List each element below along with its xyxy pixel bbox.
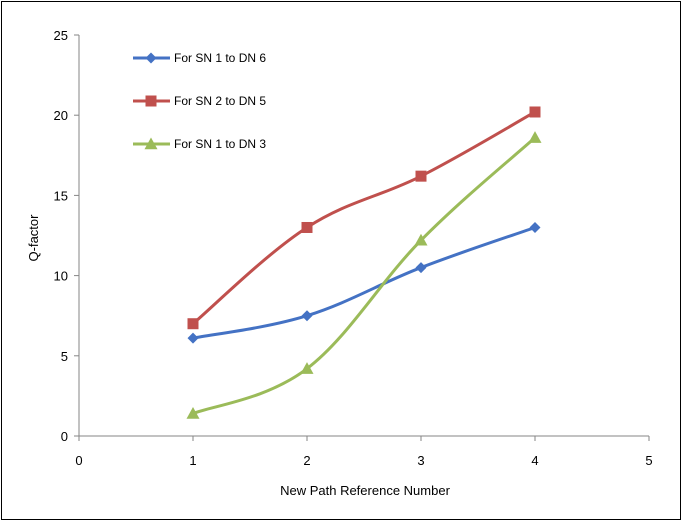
series-line: [192, 110, 536, 325]
x-tick-label: 2: [303, 453, 310, 468]
y-tick-label: 5: [61, 349, 68, 364]
legend-label: For SN 1 to DN 3: [174, 137, 266, 151]
series-line: [192, 226, 536, 340]
legend-marker: [144, 137, 158, 150]
legend-marker: [145, 52, 157, 64]
x-tick-label: 3: [417, 453, 424, 468]
x-axis-title: New Path Reference Number: [280, 483, 450, 498]
legend-entry: For SN 1 to DN 6: [133, 51, 266, 65]
legend-marker: [145, 95, 157, 107]
series-3: [186, 131, 542, 419]
data-point: [187, 318, 199, 330]
legend-label: For SN 2 to DN 5: [174, 94, 266, 108]
x-tick-label: 1: [189, 453, 196, 468]
y-tick-label: 0: [61, 429, 68, 444]
data-point: [300, 362, 314, 374]
y-tick-label: 15: [54, 188, 68, 203]
data-point: [529, 106, 541, 118]
data-point: [301, 310, 313, 322]
legend: For SN 1 to DN 6 For SN 2 to DN 5 For SN 1…: [133, 51, 266, 151]
ticks: 0 5 10 15 20 25 0 1 2 3 4 5: [54, 28, 653, 468]
legend-entry: For SN 2 to DN 5: [133, 94, 266, 108]
data-point: [415, 262, 427, 274]
y-tick-label: 25: [54, 28, 68, 43]
data-point: [529, 221, 541, 233]
y-axis-title: Q-factor: [26, 214, 41, 262]
x-tick-label: 4: [531, 453, 538, 468]
series-line: [192, 136, 537, 415]
data-point: [415, 170, 427, 182]
data-point: [187, 332, 199, 344]
series-1: [187, 221, 541, 344]
data-point: [186, 407, 200, 419]
data-point: [301, 221, 313, 233]
data-point: [414, 233, 428, 246]
series-layer: [186, 106, 542, 419]
series-2: [187, 106, 541, 330]
data-point: [528, 131, 542, 143]
legend-label: For SN 1 to DN 6: [174, 51, 266, 65]
legend-entry: For SN 1 to DN 3: [133, 137, 266, 151]
x-tick-label: 5: [645, 453, 652, 468]
axes: [78, 35, 649, 437]
x-tick-label: 0: [75, 453, 82, 468]
y-tick-label: 10: [54, 269, 68, 284]
y-tick-label: 20: [54, 108, 68, 123]
